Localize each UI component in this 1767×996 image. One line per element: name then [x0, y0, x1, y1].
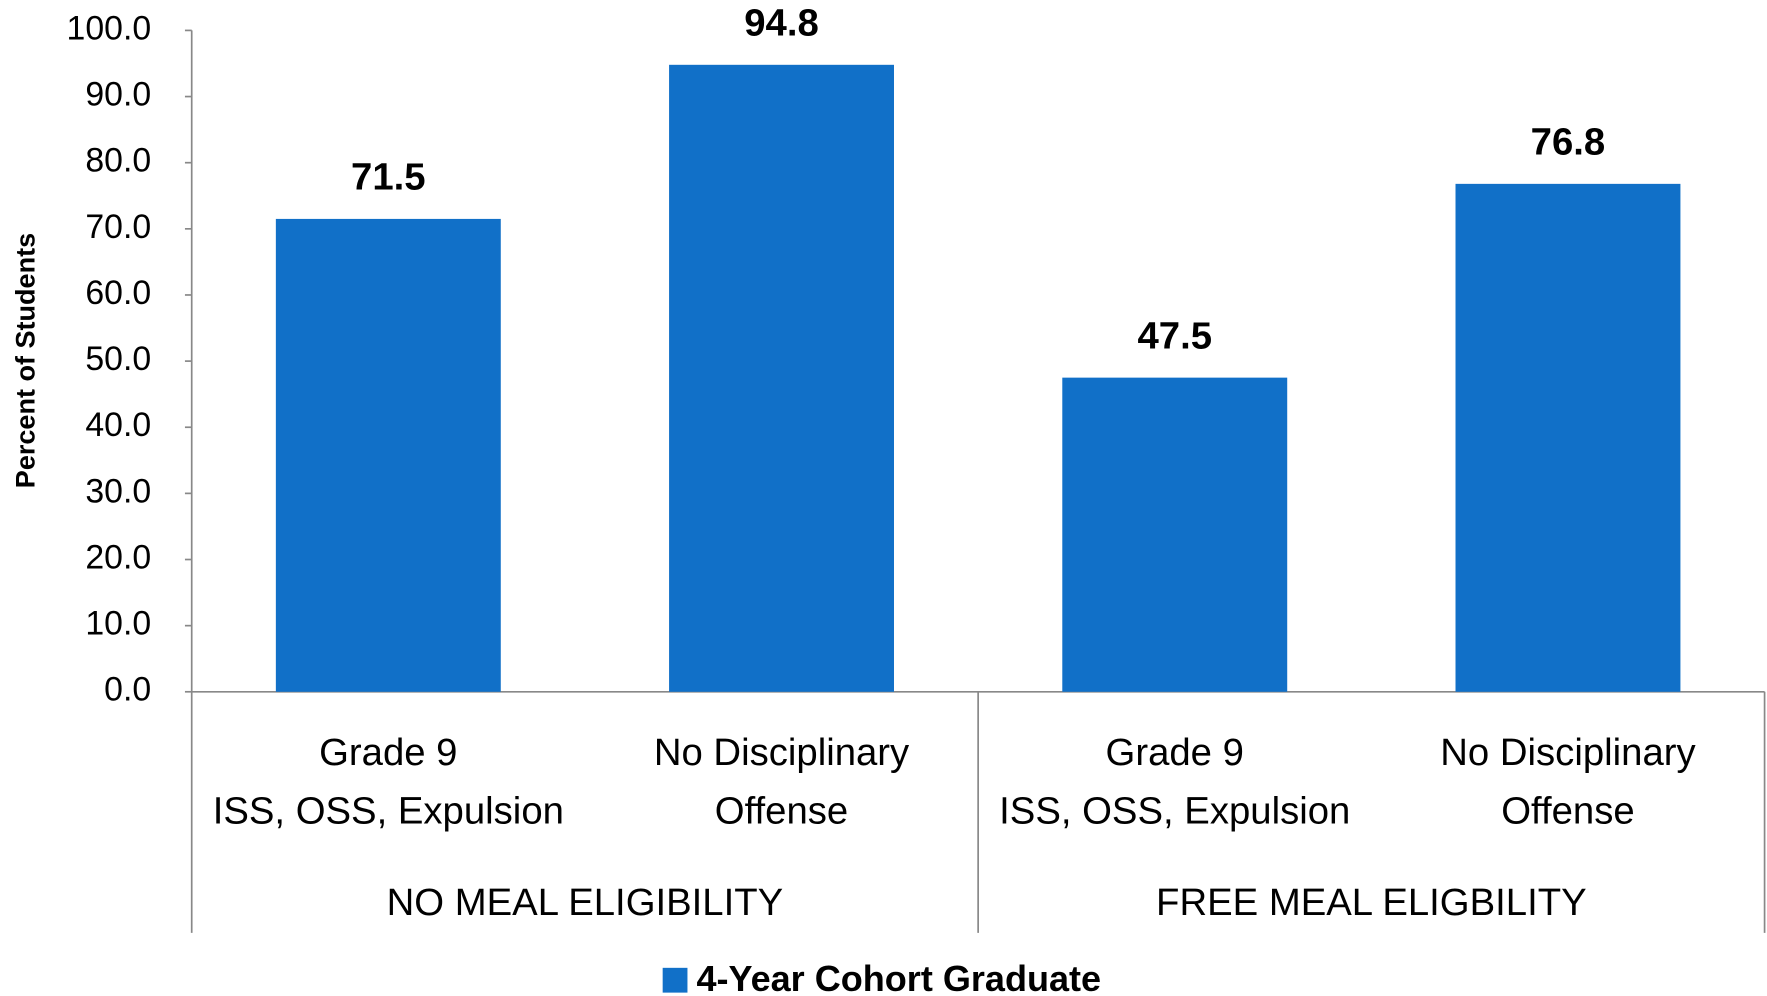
y-tick-label: 10.0 [85, 605, 151, 643]
value-label: 47.5 [1137, 314, 1212, 357]
x-tick-label: Offense [715, 790, 848, 833]
value-label: 94.8 [744, 2, 819, 45]
x-tick-label: No Disciplinary [654, 731, 910, 774]
x-tick-label: No Disciplinary [1440, 731, 1696, 774]
x-tick-label: ISS, OSS, Expulsion [213, 790, 564, 833]
value-label: 71.5 [351, 156, 426, 199]
legend-label: 4-Year Cohort Graduate [696, 958, 1101, 996]
x-tick-label: ISS, OSS, Expulsion [999, 790, 1350, 833]
bar [275, 218, 501, 692]
y-tick-label: 90.0 [85, 75, 151, 113]
bar [1455, 183, 1681, 692]
bar [669, 64, 894, 692]
x-tick-label: Grade 9 [1106, 731, 1244, 774]
y-tick-label: 70.0 [85, 208, 151, 246]
y-tick-label: 20.0 [85, 538, 151, 576]
y-tick-label: 0.0 [104, 671, 151, 709]
y-axis-title: Percent of Students [10, 233, 40, 488]
y-tick-label: 80.0 [85, 142, 151, 180]
legend-swatch [662, 967, 688, 993]
value-label: 76.8 [1531, 121, 1606, 164]
y-tick-label: 40.0 [85, 406, 151, 444]
group-label: NO MEAL ELIGIBILITY [387, 881, 784, 924]
x-tick-label: Grade 9 [319, 731, 457, 774]
x-tick-label: Offense [1501, 790, 1634, 833]
y-tick-label: 30.0 [85, 472, 151, 510]
y-tick-label: 60.0 [85, 274, 151, 312]
bar [1062, 377, 1288, 692]
y-tick-label: 100.0 [67, 9, 152, 47]
y-tick-label: 50.0 [85, 340, 151, 378]
group-label: FREE MEAL ELIGBILITY [1156, 881, 1587, 924]
